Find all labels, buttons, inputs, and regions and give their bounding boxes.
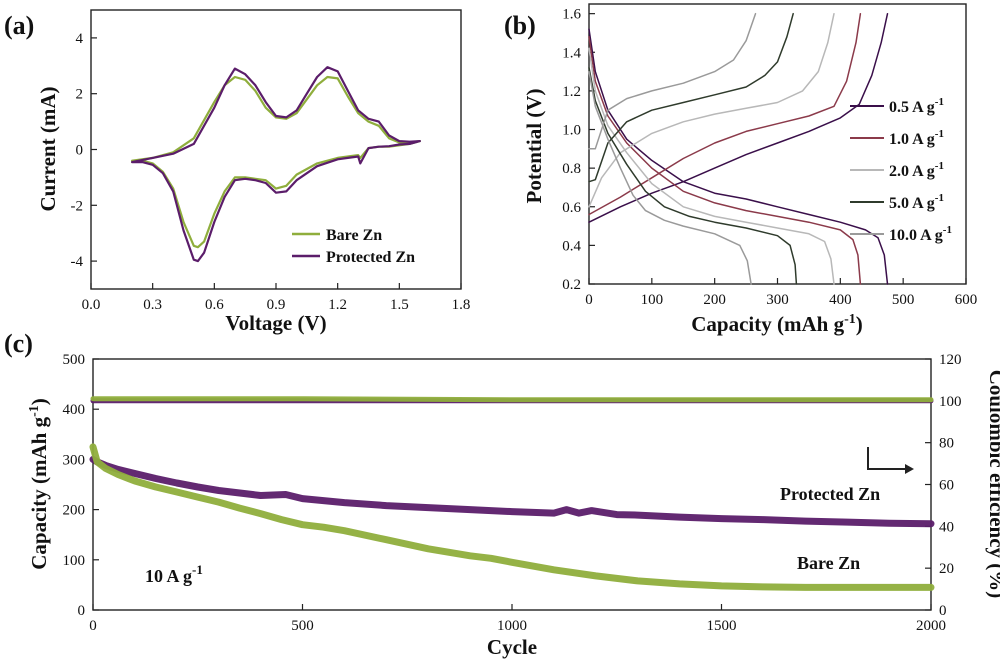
panel-a-frame: [90, 9, 462, 290]
y-tick-label: 100: [63, 553, 86, 569]
legend-label-rate_10_0: 10.0 A g-1: [889, 224, 952, 244]
legend-label-protected-zn: Protected Zn: [326, 249, 415, 266]
x-tick-label: 0.6: [205, 297, 224, 313]
panel-c-y2-title: Coulombic efficiency (%): [985, 370, 1000, 599]
x-tick-label: 1500: [707, 618, 737, 634]
panel-b-x-title: Capacity (mAh g-1): [691, 312, 863, 336]
series-protected-zn: [89, 455, 935, 528]
x-tick-label: 300: [766, 292, 789, 308]
y-tick-label: 500: [63, 352, 86, 368]
panel-c-y-axis: 0 100 200 300 400 500: [63, 352, 99, 619]
panel-a-x-title: Voltage (V): [225, 311, 326, 335]
x-tick-label: 1000: [497, 618, 527, 634]
panel-a: (a) 0.0 0.3 0.6 0.9 1.2 1.5 1.8 -4 -2 0 2 4 Voltag…: [4, 9, 471, 335]
x-tick-label: 0.3: [143, 297, 162, 313]
y2-tick-label: 40: [939, 519, 954, 535]
x-tick-label: 500: [291, 618, 314, 634]
cv-curve-protected-zn: [131, 66, 421, 263]
x-tick-label: 600: [955, 292, 978, 308]
panel-c-y-title: Capacity (mAh g-1): [27, 398, 51, 570]
y-tick-label: 4: [76, 31, 84, 47]
bare-zn-annotation: Bare Zn: [797, 553, 860, 573]
y-tick-label: 0.8: [562, 161, 581, 177]
charge-curve-rate_1_0: [588, 12, 862, 216]
x-tick-label: 0.9: [267, 297, 286, 313]
y-tick-label: 0: [76, 143, 84, 159]
charge-curve-rate_2_0: [588, 12, 835, 208]
discharge-curve-rate_5_0: [588, 66, 798, 285]
series-bare-zn: [89, 443, 935, 591]
panel-b-y-axis: 0.2 0.4 0.6 0.8 1.0 1.2 1.4 1.6: [562, 7, 595, 293]
y-tick-label: 1.2: [562, 84, 581, 100]
panel-a-y-title: Current (mA): [36, 86, 60, 211]
y-tick-label: 200: [63, 503, 86, 519]
charge-curve-rate_10_0: [588, 12, 757, 150]
y-tick-label: 0.2: [562, 277, 581, 293]
right-axis-arrow-icon: [867, 447, 914, 474]
x-tick-label: 100: [641, 292, 664, 308]
y2-tick-label: 0: [939, 603, 947, 619]
panel-b-x-axis: 0 100 200 300 400 500 600: [585, 278, 977, 308]
x-tick-label: 500: [892, 292, 915, 308]
panel-b-y-title: Potential (V): [522, 89, 546, 204]
legend-label-rate_0_5: 0.5 A g-1: [889, 96, 944, 116]
panel-b-plot-area: [588, 12, 889, 285]
y2-tick-label: 120: [939, 352, 962, 368]
y-tick-label: 1.6: [562, 7, 581, 23]
discharge-curve-rate_0_5: [588, 28, 889, 285]
legend-label-rate_2_0: 2.0 A g-1: [889, 160, 944, 180]
y-tick-label: 400: [63, 402, 86, 418]
y-tick-label: 2: [76, 87, 84, 103]
x-tick-label: 0.0: [82, 297, 101, 313]
y2-tick-label: 100: [939, 394, 962, 410]
panel-c-y2-axis: 0 20 40 60 80 100 120: [925, 352, 962, 619]
x-tick-label: 2000: [916, 618, 946, 634]
y-tick-label: -4: [71, 254, 84, 270]
series-bare-zn-ce: [90, 396, 934, 403]
y-tick-label: 0.6: [562, 200, 581, 216]
x-tick-label: 400: [829, 292, 852, 308]
panel-a-legend: Bare Zn Protected Zn: [292, 227, 415, 266]
charge-curve-rate_5_0: [588, 12, 794, 183]
panel-a-label: (a): [4, 11, 34, 40]
legend-label-rate_1_0: 1.0 A g-1: [889, 128, 944, 148]
y-tick-label: 0: [78, 603, 86, 619]
panel-c-x-axis: 0 500 1000 1500 2000: [89, 604, 946, 634]
y2-tick-label: 80: [939, 436, 954, 452]
y2-tick-label: 60: [939, 478, 954, 494]
rate-label: 10 A g-1: [145, 562, 203, 586]
panel-b-label: (b): [504, 11, 536, 40]
panel-a-y-axis: -4 -2 0 2 4: [71, 31, 97, 270]
panel-c-x-title: Cycle: [487, 635, 537, 659]
legend-label-rate_5_0: 5.0 A g-1: [889, 192, 944, 212]
x-tick-label: 200: [703, 292, 726, 308]
panel-b-legend: 0.5 A g-1 1.0 A g-1 2.0 A g-1 5.0 A g-1 10.0…: [850, 96, 952, 244]
x-tick-label: 0: [89, 618, 97, 634]
y-tick-label: 0.4: [562, 238, 581, 254]
discharge-curve-rate_2_0: [588, 47, 835, 285]
discharge-curve-rate_1_0: [588, 36, 862, 285]
cv-curve-bare-zn: [131, 75, 421, 249]
charge-curve-rate_0_5: [588, 12, 889, 223]
y-tick-label: 1.4: [562, 45, 581, 61]
x-tick-label: 1.2: [328, 297, 347, 313]
panel-a-x-axis: 0.0 0.3 0.6 0.9 1.2 1.5 1.8: [82, 283, 471, 313]
x-tick-label: 0: [585, 292, 593, 308]
panel-a-plot-area: [131, 66, 421, 263]
x-tick-label: 1.8: [452, 297, 471, 313]
y-tick-label: 300: [63, 452, 86, 468]
discharge-curve-rate_10_0: [588, 70, 752, 285]
y-tick-label: 1.0: [562, 123, 581, 139]
panel-c-label: (c): [4, 329, 33, 358]
y-tick-label: -2: [71, 198, 84, 214]
protected-zn-annotation: Protected Zn: [780, 484, 880, 504]
panel-c-plot-area: [89, 396, 935, 591]
x-tick-label: 1.5: [390, 297, 409, 313]
panel-c: (c) 0 500 1000 1500 2000 0 100 200 300 400 500 0 2…: [4, 329, 1000, 659]
panel-b: (b) 0 100 200 300 400 500 600 0.2 0.4 0.6 0.8 1.0 1…: [504, 3, 977, 336]
y2-tick-label: 20: [939, 561, 954, 577]
legend-label-bare-zn: Bare Zn: [326, 227, 382, 244]
